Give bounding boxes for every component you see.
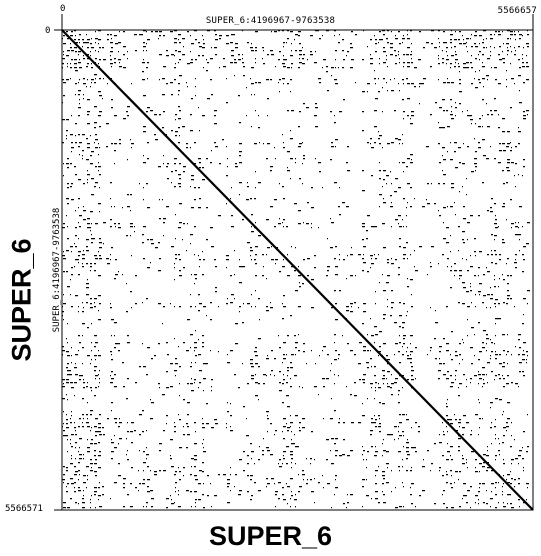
x-tick-end: 5566657 <box>497 6 537 16</box>
plot-frame <box>61 29 534 511</box>
diagonal-self-alignment <box>61 29 534 511</box>
x-tick-start: 0 <box>60 4 66 14</box>
y-tick-end: 5566571 <box>5 504 43 514</box>
chart-title: SUPER_6:4196967-9763538 <box>205 16 336 26</box>
y-tick-start: 0 <box>45 26 51 36</box>
y-axis-label: SUPER_6 <box>6 238 37 362</box>
x-axis-label: SUPER_6 <box>208 521 333 551</box>
